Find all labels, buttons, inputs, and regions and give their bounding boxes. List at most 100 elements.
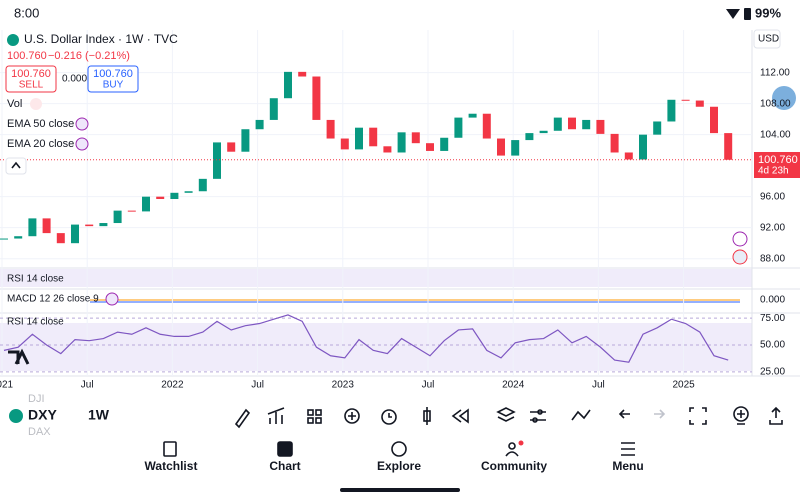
nav-watchlist[interactable]: Watchlist (145, 459, 198, 473)
candle-body (383, 146, 392, 153)
vol-warning (30, 98, 42, 110)
x-tick-label: Jul (592, 380, 605, 391)
sell-label: SELL (19, 80, 44, 91)
candle-body (582, 119, 591, 130)
floating-button[interactable] (772, 86, 796, 110)
candle-body (170, 192, 179, 200)
ema20-icon (75, 137, 89, 151)
candle-body (667, 99, 676, 122)
menu-icon (621, 442, 635, 456)
x-tick-label: Jul (422, 380, 435, 391)
draw-tool[interactable] (234, 408, 251, 429)
add-tool[interactable] (344, 408, 360, 424)
y-tick-label: 96.00 (760, 191, 785, 202)
indicators-tool[interactable] (267, 407, 285, 424)
y-tick-label: 112.00 (760, 67, 790, 78)
candle-body (397, 132, 406, 153)
symbol-title: U.S. Dollar Index · 1W · TVC (24, 32, 178, 46)
candle-body (184, 191, 193, 193)
notification-dot (518, 440, 524, 446)
price-tag (754, 152, 800, 178)
wifi-icon (726, 9, 740, 19)
add-symbol[interactable] (733, 406, 749, 422)
y-tick-label: 88.00 (760, 253, 785, 264)
toolbar-symbol[interactable]: DXY (28, 407, 57, 423)
indicator-ema50[interactable]: EMA 50 close (7, 118, 74, 130)
community-icon (508, 442, 516, 450)
y-tick-label: 104.00 (760, 129, 791, 140)
explore-icon (391, 441, 407, 457)
candle-body (127, 210, 136, 212)
candle-body (639, 134, 647, 160)
redo (654, 409, 666, 419)
price-tag-countdown: 4d 23h (758, 166, 789, 177)
buy-price: 100.760 (93, 68, 133, 80)
nav-menu[interactable]: Menu (612, 459, 643, 473)
toolbar-interval[interactable]: 1W (88, 407, 110, 423)
candle-body (568, 117, 576, 130)
last-price: 100.760 (7, 50, 47, 62)
nav-chart[interactable]: Chart (269, 459, 300, 473)
replay-tool[interactable] (451, 408, 469, 424)
battery-level: 99% (755, 5, 781, 20)
watchlist-prev: DJI (28, 393, 45, 405)
candle-body (227, 142, 236, 152)
y-tick-label: 25.00 (760, 366, 785, 377)
nav-explore[interactable]: Explore (377, 459, 421, 473)
indicator-ema20[interactable]: EMA 20 close (7, 138, 74, 150)
currency: USD (758, 34, 779, 45)
candle-body (0, 238, 8, 240)
candle-body (298, 71, 307, 77)
y-tick-label: 92.00 (760, 222, 785, 233)
undo[interactable] (618, 409, 630, 419)
x-tick-label: Jul (251, 380, 264, 391)
objects-tool[interactable] (496, 407, 516, 422)
alert-tool[interactable] (381, 409, 397, 425)
share[interactable] (769, 406, 783, 425)
candle-body (710, 106, 718, 134)
spread: 0.000 (62, 74, 87, 85)
fullscreen[interactable] (689, 407, 707, 425)
candle-body (468, 113, 477, 118)
buy-label: BUY (103, 80, 124, 91)
candle-body (99, 223, 108, 227)
nav-icons (163, 441, 635, 457)
macd-zero-tick: 0.000 (760, 295, 785, 306)
candle-body (440, 137, 449, 151)
candle-body (326, 119, 335, 139)
candle-body (113, 210, 122, 224)
candle-body (284, 71, 292, 99)
candle-body (426, 143, 434, 151)
rsi-mini-pane (0, 269, 752, 287)
x-tick-label: 2024 (502, 380, 525, 391)
nav-community[interactable]: Community (481, 459, 547, 473)
tv-logo (8, 348, 30, 365)
candle-body (653, 121, 662, 135)
sell-button[interactable] (5, 65, 57, 93)
layout-tool[interactable] (307, 409, 314, 416)
symbol-logo (7, 34, 19, 46)
candle-body (695, 100, 704, 107)
compare-tool[interactable] (571, 409, 591, 421)
ema50-icon (75, 117, 89, 131)
indicator-line (3, 314, 729, 363)
candle-body (724, 133, 733, 160)
candle-body (213, 142, 221, 179)
event-icon[interactable] (732, 231, 748, 247)
price-tag-value: 100.760 (758, 154, 798, 166)
currency-selector[interactable] (753, 29, 781, 49)
candle-body (269, 98, 278, 120)
candle-body (539, 130, 548, 134)
gesture-bar (340, 488, 460, 492)
buy-button[interactable] (87, 65, 139, 93)
price-change: −0.216 (−0.21%) (48, 50, 130, 62)
candle-body (42, 218, 51, 234)
y-tick-label: 108.00 (760, 98, 791, 109)
watchlist-next: DAX (28, 426, 51, 438)
candle-body (482, 113, 491, 139)
macd-icon (105, 292, 119, 306)
indicator-vol[interactable]: Vol (7, 98, 22, 110)
rsi-pane-band (0, 323, 752, 371)
collapse-button[interactable] (5, 157, 27, 175)
macd-label: MACD 12 26 close 9 (7, 294, 99, 305)
